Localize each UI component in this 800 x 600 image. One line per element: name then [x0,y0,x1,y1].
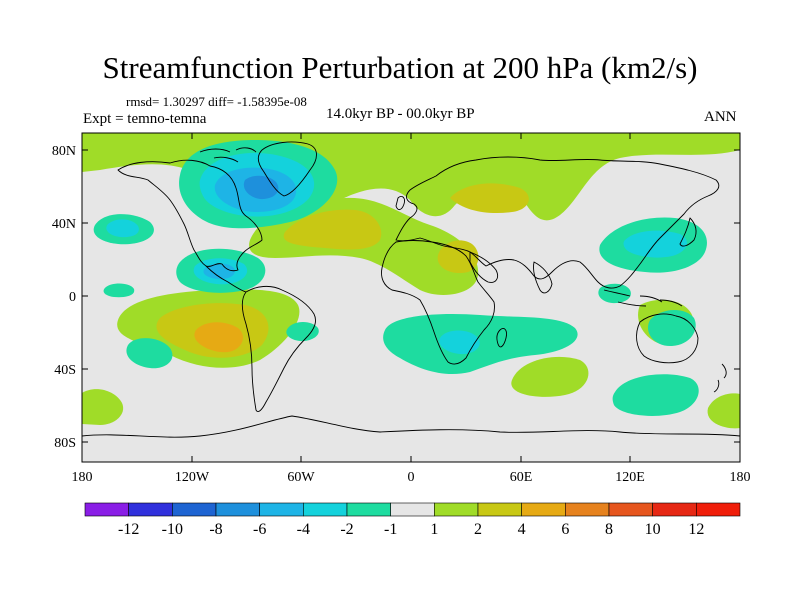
colorbar-swatch-13 [652,502,697,517]
lat-label-40n: 40N [52,217,76,232]
colorbar-label-1: -10 [162,521,183,538]
contour-fields [82,133,740,438]
coastline-indonesia [603,289,683,307]
contour-indonesia-teal [598,283,631,304]
contour-safrica-cyan [439,330,480,355]
period-label: 14.0kyr BP - 00.0kyr BP [326,106,475,122]
coastline-antarctica [82,415,740,438]
lon-label-180e: 180 [730,470,751,485]
rmsd-stats: rmsd= 1.30297 diff= -1.58395e-08 [126,94,307,109]
coastline-central-america [205,265,247,293]
colorbar-swatch-1 [128,502,173,517]
colorbar-label-7: 1 [430,521,438,538]
colorbar-label-10: 6 [561,521,569,538]
colorbar-swatch-2 [172,502,217,517]
coastline-arabia [469,251,499,283]
contour-npacific-cyan [106,219,139,238]
coastline-north-america [117,159,263,272]
contour-safrica-teal [383,313,578,375]
lat-label-40s: 40S [54,363,76,378]
coastline-japan [679,217,697,247]
coastlines [82,141,740,438]
colorbar-swatch-11 [565,502,610,517]
colorbar-swatch-14 [696,502,741,517]
colorbar-swatch-10 [521,502,566,517]
colorbar-swatch-3 [215,502,260,517]
lon-label-180w: 180 [72,470,93,485]
coastline-uk [395,195,405,211]
coastline-arctic-islands [199,147,257,163]
lon-label-0: 0 [408,470,415,485]
coastline-greenland [257,141,317,197]
lon-label-60e: 60E [510,470,533,485]
coastline-australia [636,313,699,364]
map-title: Streamfunction Perturbation at 200 hPa (… [102,50,698,85]
lat-label-80s: 80S [54,436,76,451]
colorbar-swatch-8 [434,502,479,517]
coastline-madagascar [496,327,507,348]
colorbar-label-13: 12 [688,521,704,538]
colorbar-label-8: 2 [474,521,482,538]
latitude-labels: 80N 40N 0 40S 80S [52,144,76,451]
contour-soceanindian-teal [612,374,699,416]
contour-spacific-teal [126,338,173,369]
axis-ticks [81,133,741,462]
contour-southocean-east-green [707,393,740,429]
colorbar-swatch-9 [477,502,522,517]
colorbar-swatch-4 [259,502,304,517]
contour-spacific-small-teal [286,322,319,342]
contour-asia-yellow [450,183,529,214]
contour-westpacific-cyan [623,230,687,258]
contour-equator-west-teal [103,283,135,298]
colorbar-label-3: -6 [253,521,266,538]
contour-arabia-yellow [437,240,479,274]
colorbar-swatch-7 [390,502,435,517]
colorbar-label-5: -2 [340,521,353,538]
colorbar-swatch-6 [346,502,391,517]
colorbar-label-4: -4 [297,521,310,538]
lat-label-80n: 80N [52,144,76,159]
lon-label-120e: 120E [615,470,645,485]
colorbar-label-11: 8 [605,521,613,538]
negative-anomalies [93,140,707,416]
coastline-new-zealand [713,363,727,393]
experiment-label: Expt = temno-temna [83,111,207,127]
lon-label-120w: 120W [175,470,210,485]
colorbar-label-12: 10 [645,521,661,538]
colorbar-labels: -12 -10 -8 -6 -4 -2 -1 1 2 4 6 8 10 12 [118,521,704,538]
lon-label-60w: 60W [287,470,315,485]
colorbar-label-2: -8 [209,521,222,538]
longitude-labels: 180 120W 60W 0 60E 120E 180 [72,470,751,485]
coastline-south-america [241,285,317,413]
colorbar-label-9: 4 [518,521,526,538]
season-label: ANN [704,109,737,125]
colorbar-swatch-5 [303,502,348,517]
colorbar-swatch-12 [608,502,653,517]
contour-southocean-west-green [82,389,124,425]
contour-epacific-lightblue [203,263,235,280]
colorbar-swatch-0 [84,502,129,517]
contour-sindian-green [511,356,589,397]
contour-natlantic-yellow [283,209,382,250]
lat-label-0: 0 [69,290,76,305]
colorbar-label-6: -1 [384,521,397,538]
colorbar-label-0: -12 [118,521,139,538]
coastline-africa [381,240,495,365]
coastline-eurasia [395,156,720,289]
contour-spacific-orange [194,322,243,353]
colorbar [84,502,741,517]
coastline-india [533,261,553,294]
